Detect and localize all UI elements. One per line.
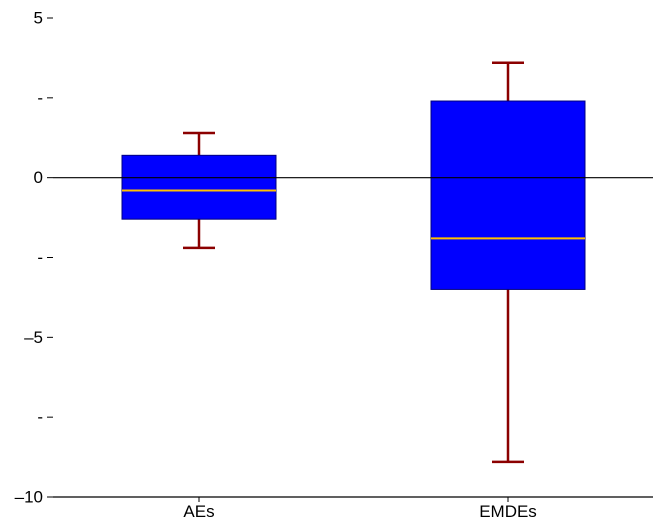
emdes-box: [430, 100, 586, 290]
tick-labels: 5 - 0 - –5 - –10 AEs EMDEs: [15, 9, 537, 522]
aes-box: [121, 154, 277, 220]
box-series: [53, 61, 653, 464]
y-tick-label-3: -: [37, 248, 43, 267]
y-tick-label-6: –10: [15, 488, 43, 507]
x-tick-label-1: EMDEs: [479, 502, 537, 521]
y-tick-label-5: -: [37, 408, 43, 427]
axes: [47, 17, 653, 502]
y-tick-label-0: 5: [34, 9, 43, 28]
x-tick-label-0: AEs: [183, 502, 214, 521]
y-tick-label-2: 0: [34, 168, 43, 187]
y-tick-label-4: –5: [24, 328, 43, 347]
y-tick-label-1: -: [37, 88, 43, 107]
